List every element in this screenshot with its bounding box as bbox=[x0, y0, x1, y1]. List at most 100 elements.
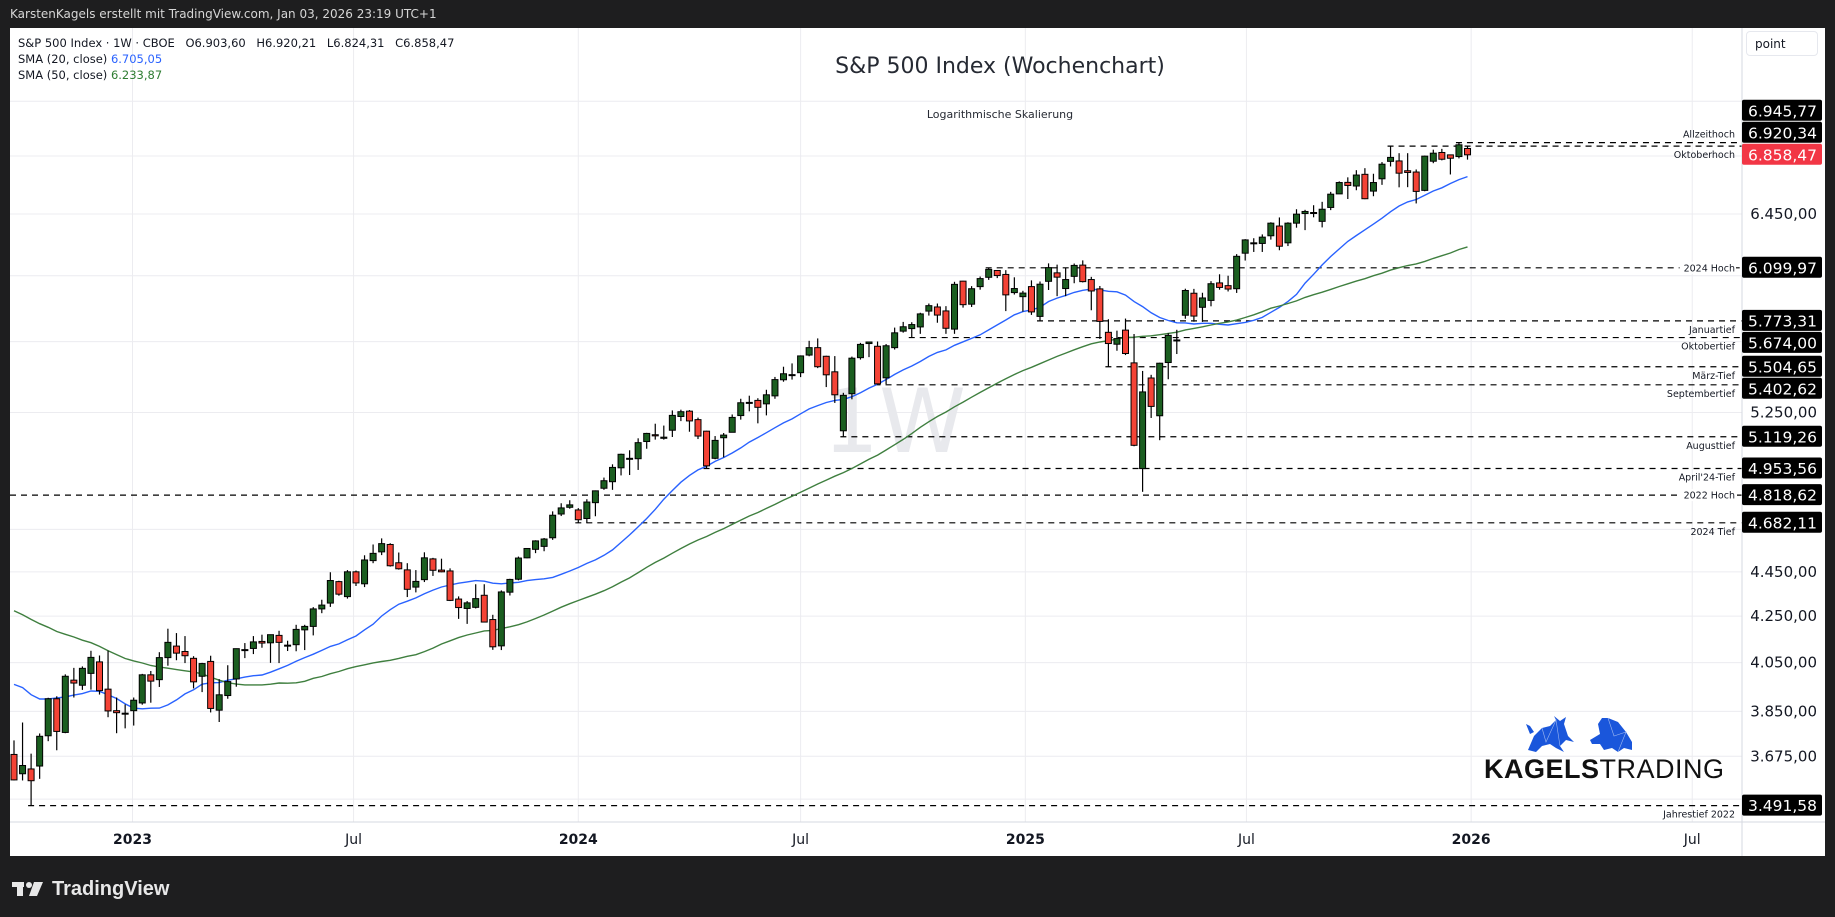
candle-body bbox=[814, 347, 822, 368]
time-tick-label: Jul bbox=[1237, 832, 1255, 848]
candle-body bbox=[36, 735, 44, 767]
level-lines bbox=[10, 142, 1742, 807]
candle-body bbox=[1113, 338, 1121, 345]
candle-up bbox=[1250, 238, 1258, 252]
candle-body bbox=[198, 663, 206, 677]
level-price-value: 3.491,58 bbox=[1748, 797, 1817, 815]
candle-body bbox=[215, 694, 223, 711]
candle-body bbox=[1301, 210, 1309, 215]
candle-body bbox=[780, 373, 787, 381]
candle-body bbox=[78, 667, 86, 686]
level-price-value: 5.119,26 bbox=[1748, 428, 1817, 446]
candle-body bbox=[19, 765, 27, 775]
level-price-tag bbox=[1742, 511, 1822, 533]
candle-body bbox=[1335, 182, 1343, 195]
time-axis[interactable]: 2023 Jul 2024 Jul 2025 Jul 2026 Jul bbox=[113, 832, 1701, 848]
candle-body bbox=[403, 569, 411, 590]
brand-bold: KAGELS bbox=[1484, 754, 1600, 784]
candle-body bbox=[985, 268, 993, 278]
candle-up bbox=[1156, 362, 1164, 441]
level-label: Augusttief bbox=[1686, 441, 1735, 452]
bull-bear-icon bbox=[1526, 716, 1632, 753]
candle-down bbox=[959, 280, 967, 308]
candle-up bbox=[155, 652, 163, 687]
candle-up bbox=[968, 286, 976, 307]
level-price-tag bbox=[1742, 355, 1822, 377]
level-label: April'24-Tief bbox=[1679, 472, 1736, 483]
level-price-tag bbox=[1742, 425, 1822, 447]
candle-body bbox=[70, 679, 78, 684]
candle-down bbox=[574, 508, 582, 523]
candle-body bbox=[583, 501, 591, 520]
candle-body bbox=[1344, 181, 1352, 186]
candle-body bbox=[1079, 264, 1087, 283]
sma50-value: 6.233,87 bbox=[110, 68, 163, 82]
candles bbox=[10, 142, 1471, 806]
candle-up bbox=[1113, 330, 1121, 351]
candle-body bbox=[626, 457, 634, 460]
level-label-background bbox=[1679, 489, 1736, 502]
candle-up bbox=[1387, 146, 1395, 167]
candle-down bbox=[27, 753, 35, 806]
candle-body bbox=[335, 581, 343, 595]
candle-up bbox=[583, 499, 591, 523]
candle-up bbox=[532, 540, 540, 554]
candle-down bbox=[403, 563, 411, 598]
candle-down bbox=[395, 552, 403, 570]
candle-body bbox=[369, 552, 377, 562]
candle-body bbox=[839, 394, 847, 432]
chart-title: S&P 500 Index (Wochenchart) bbox=[835, 54, 1165, 79]
candle-body bbox=[1216, 282, 1224, 288]
candle-body bbox=[1412, 171, 1420, 192]
candle-down bbox=[1079, 260, 1087, 283]
tradingview-logo[interactable]: TradingView bbox=[12, 877, 169, 901]
candle-body bbox=[993, 269, 1001, 277]
candle-body bbox=[343, 571, 351, 598]
candle-body bbox=[104, 688, 112, 712]
sma20-line bbox=[13, 175, 1468, 710]
candle-body bbox=[976, 278, 984, 288]
candle-body bbox=[1284, 222, 1292, 244]
candle-body bbox=[181, 650, 189, 657]
level-price-tag bbox=[1742, 331, 1822, 353]
candle-body bbox=[532, 540, 540, 550]
candle-down bbox=[831, 356, 839, 403]
candle-body bbox=[908, 324, 916, 330]
candle-up bbox=[36, 733, 44, 779]
candle-up bbox=[1267, 222, 1275, 240]
candle-body bbox=[557, 507, 565, 515]
candle-body bbox=[617, 453, 625, 469]
kagels-trading-logo: KAGELSTRADING bbox=[1480, 712, 1724, 787]
level-price-tag bbox=[1742, 99, 1822, 121]
candle-body bbox=[1173, 339, 1181, 342]
candle-down bbox=[1446, 154, 1454, 175]
candle-body bbox=[361, 559, 369, 585]
candle-down bbox=[1190, 288, 1198, 322]
candle-up bbox=[1318, 201, 1326, 228]
price-tick-label: 4.050,00 bbox=[1750, 654, 1817, 672]
candle-up bbox=[506, 578, 514, 596]
candle-body bbox=[651, 434, 659, 437]
candle-body bbox=[1369, 182, 1377, 192]
candle-body bbox=[1045, 267, 1053, 282]
candle-up bbox=[249, 636, 257, 655]
candle-down bbox=[694, 417, 702, 440]
candle-up bbox=[728, 414, 736, 433]
time-tick-label: Jul bbox=[791, 832, 809, 848]
level-label: Allzeithoch bbox=[1683, 130, 1735, 141]
price-unit-button[interactable]: point bbox=[1746, 31, 1818, 56]
candle-body bbox=[1207, 283, 1215, 301]
tradingview-wordmark: TradingView bbox=[52, 877, 170, 900]
legend-symbol-row[interactable]: S&P 500 Index · 1W · CBOE O6.903,60 H6.9… bbox=[18, 35, 454, 51]
legend-sma50-row[interactable]: SMA (50, close) 6.233,87 bbox=[18, 67, 454, 83]
candle-body bbox=[1429, 152, 1437, 162]
candle-body bbox=[788, 374, 796, 377]
candle-down bbox=[446, 568, 454, 602]
candle-up bbox=[1070, 263, 1078, 284]
legend-sma20-row[interactable]: SMA (20, close) 6.705,05 bbox=[18, 51, 454, 67]
candle-body bbox=[506, 578, 514, 593]
candle-body bbox=[574, 509, 582, 521]
price-axis[interactable]: 6.450,00 5.250,00 4.450,00 4.250,00 4.050,00… bbox=[1750, 205, 1817, 765]
candle-body bbox=[455, 598, 463, 609]
